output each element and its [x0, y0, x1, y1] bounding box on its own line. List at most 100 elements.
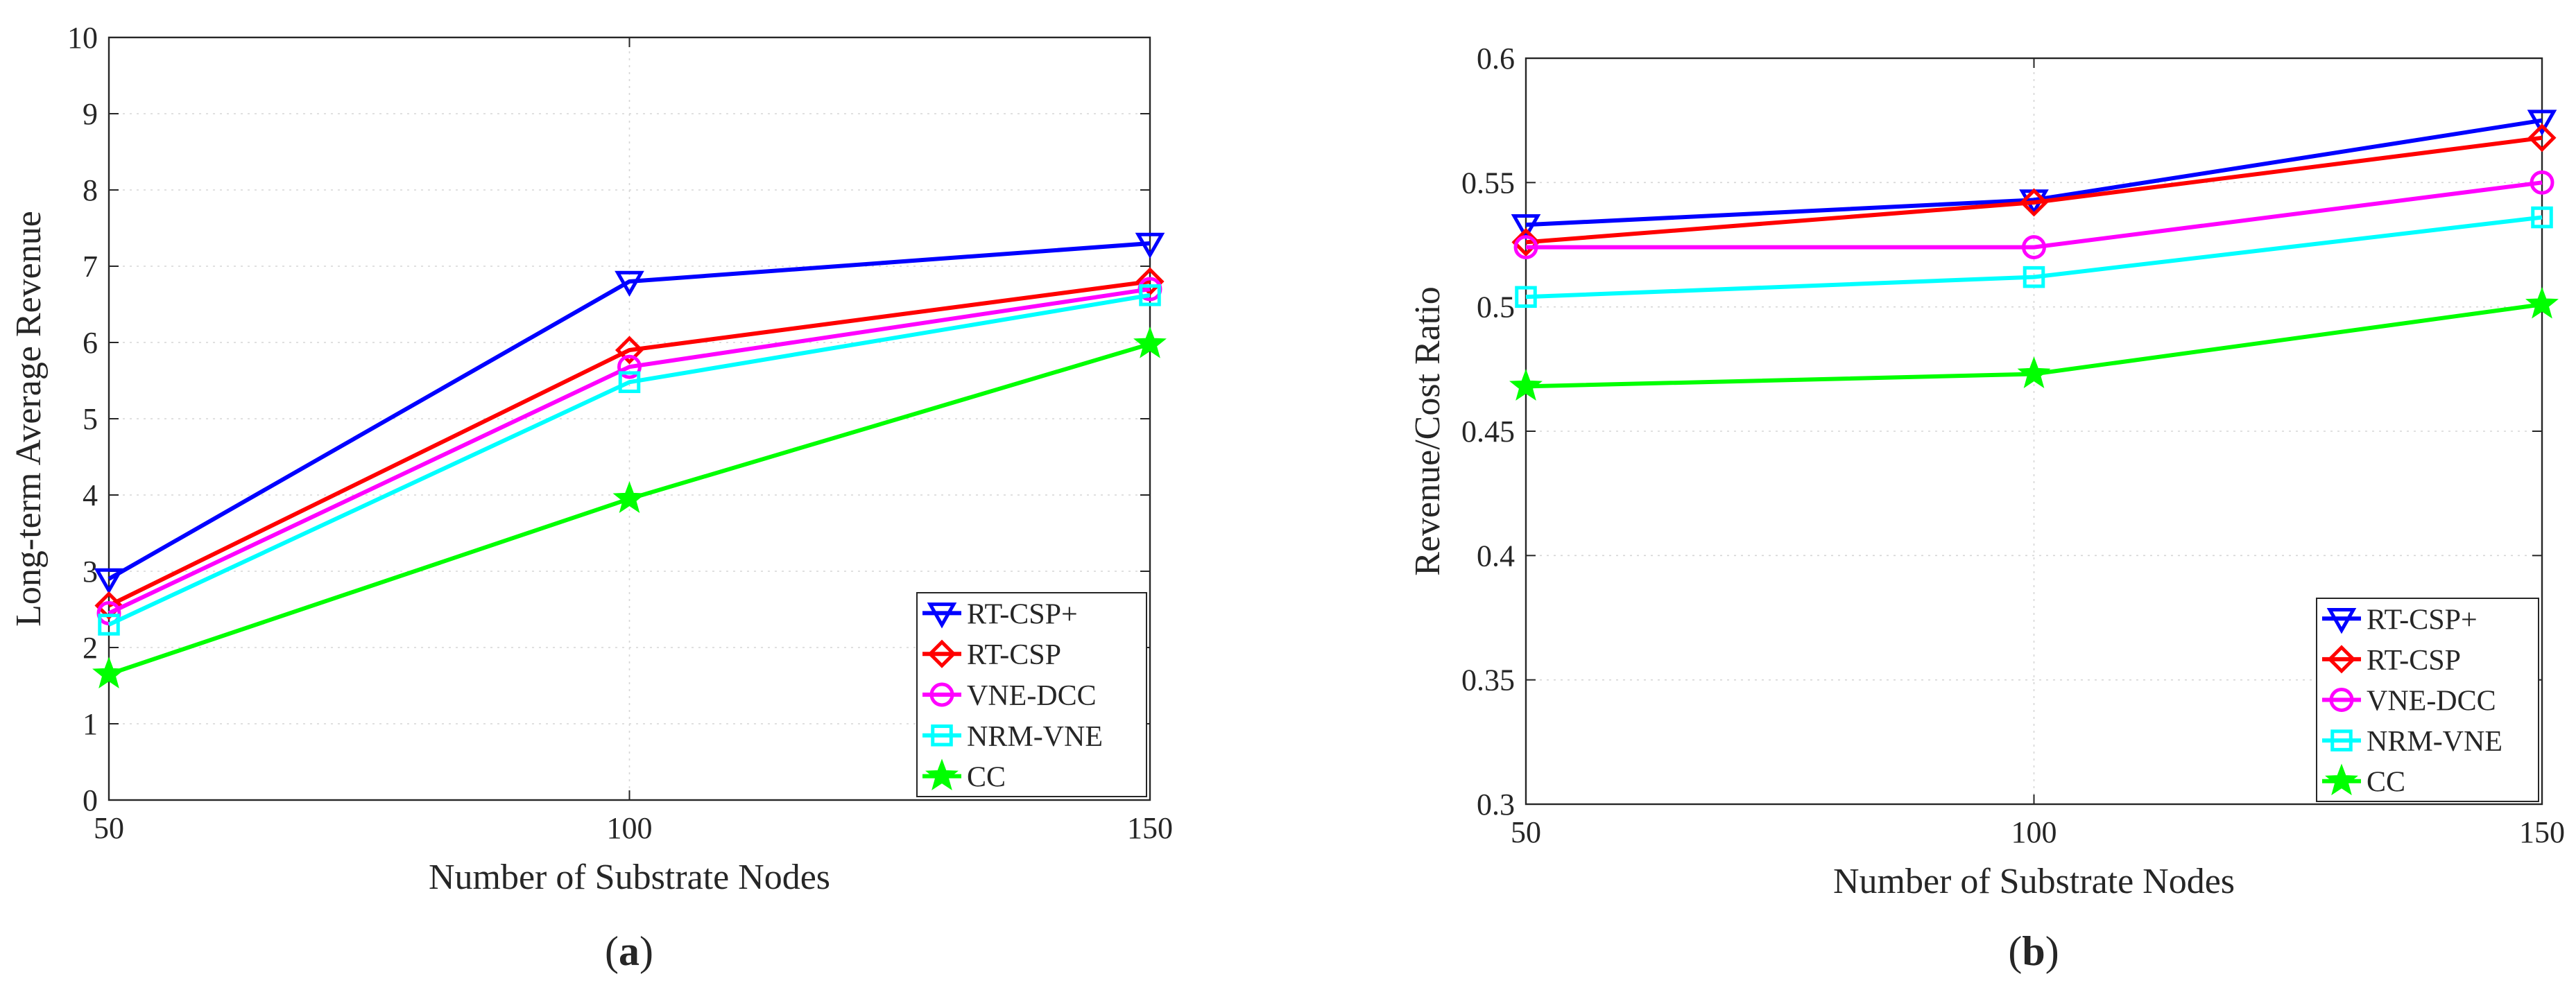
y-tick-label: 0.35 — [1461, 663, 1515, 697]
data-point — [2019, 188, 2049, 217]
caption-letter: a — [619, 928, 639, 974]
legend-label: CC — [967, 762, 1006, 794]
legend-label: VNE-DCC — [2367, 686, 2496, 718]
legend: RT-CSP+ RT-CSP VNE-DCC NRM-VNE CC — [2316, 598, 2539, 802]
caption-paren-close: ) — [2045, 928, 2059, 974]
figure-caption: (b) — [2008, 928, 2059, 974]
legend-label: NRM-VNE — [2367, 726, 2502, 758]
caption-paren-open: ( — [605, 928, 619, 974]
x-tick-label: 100 — [2011, 815, 2057, 849]
data-point — [1513, 235, 1538, 260]
series-line — [108, 279, 1151, 608]
legend-label: CC — [2367, 767, 2405, 799]
series-NRM-VNE — [98, 284, 1161, 636]
y-axis-label: Revenue/Cost Ratio — [1408, 286, 1448, 575]
data-point — [94, 568, 124, 595]
legend-label: RT-CSP — [967, 639, 1061, 671]
legend: RT-CSP+ RT-CSP VNE-DCC NRM-VNE CC — [916, 592, 1147, 797]
data-point — [2527, 123, 2557, 153]
data-point — [615, 270, 644, 297]
data-point — [2530, 170, 2554, 195]
legend-marker — [2329, 688, 2354, 712]
data-point — [617, 354, 642, 379]
series-line — [1525, 135, 2543, 245]
data-point — [1133, 326, 1167, 358]
series-RT-CSP+ — [94, 232, 1165, 595]
y-tick-label: 1 — [83, 707, 98, 741]
caption-paren-open: ( — [2008, 928, 2022, 974]
data-point — [618, 371, 641, 393]
legend-marker — [2326, 608, 2357, 634]
y-tick-label: 2 — [83, 631, 98, 665]
data-point — [1135, 232, 1165, 259]
y-tick-label: 0.5 — [1477, 290, 1515, 324]
y-tick-label: 7 — [83, 250, 98, 284]
data-point — [615, 336, 644, 365]
legend-label: NRM-VNE — [967, 721, 1103, 753]
series-CC — [92, 326, 1167, 688]
data-point — [98, 614, 120, 636]
x-tick-label: 50 — [94, 811, 124, 845]
series-NRM-VNE — [1515, 206, 2553, 309]
series-VNE-DCC — [1513, 170, 2554, 260]
data-point — [2525, 286, 2559, 319]
legend-marker — [2330, 729, 2353, 752]
data-point — [2023, 266, 2045, 288]
legend-marker — [927, 602, 957, 629]
y-tick-label: 0.4 — [1477, 539, 1515, 573]
legend-label: RT-CSP+ — [967, 598, 1078, 630]
data-point — [1509, 369, 1543, 401]
y-tick-label: 10 — [67, 21, 98, 55]
data-point — [1515, 286, 1537, 309]
y-tick-label: 8 — [83, 173, 98, 207]
chart-a: 0 1 2 3 4 5 6 7 8 9 10 50 100 150 Number of Substrate … — [9, 21, 1173, 974]
data-point — [1511, 214, 1541, 241]
y-tick-label: 6 — [83, 326, 98, 360]
series-line — [108, 287, 1151, 616]
data-point — [2017, 356, 2051, 388]
legend-marker — [927, 639, 956, 668]
series-line — [108, 293, 1151, 627]
series-line — [1525, 215, 2543, 299]
y-tick-label: 9 — [83, 97, 98, 131]
series-RT-CSP — [94, 267, 1165, 620]
legend-marker — [931, 724, 953, 747]
y-tick-label: 0.45 — [1461, 415, 1515, 449]
series-CC — [1509, 286, 2559, 401]
data-point — [2527, 110, 2557, 136]
x-tick-label: 150 — [1127, 811, 1173, 845]
legend-label: RT-CSP — [2367, 645, 2461, 677]
data-point — [612, 481, 646, 513]
figure-caption: (a) — [605, 928, 653, 974]
data-point — [92, 657, 126, 688]
x-tick-label: 100 — [607, 811, 653, 845]
x-tick-label: 150 — [2519, 815, 2565, 849]
y-tick-label: 0.3 — [1477, 788, 1515, 822]
caption-paren-close: ) — [639, 928, 653, 974]
series-line — [1526, 180, 2543, 250]
y-tick-label: 0 — [83, 783, 98, 817]
data-point — [2022, 235, 2046, 260]
data-point — [1135, 267, 1165, 296]
x-tick-label: 50 — [1511, 815, 1541, 849]
legend-marker — [925, 758, 959, 791]
chart-b: 0.3 0.35 0.4 0.45 0.5 0.55 0.6 50 100 150 Number o… — [1408, 42, 2565, 974]
legend-marker — [2327, 645, 2356, 674]
series-line — [108, 241, 1151, 581]
y-axis-label: Long-term Average Revenue — [9, 211, 49, 627]
x-axis-label: Number of Substrate Nodes — [1833, 862, 2235, 901]
data-point — [94, 591, 123, 620]
legend-label: VNE-DCC — [967, 680, 1097, 712]
data-point — [2531, 206, 2553, 229]
y-tick-label: 3 — [83, 555, 98, 589]
legend-marker — [2325, 763, 2358, 796]
legend-label: RT-CSP+ — [2367, 604, 2478, 636]
series-line — [1525, 118, 2543, 227]
data-point — [1139, 284, 1161, 306]
legend-marker — [929, 682, 954, 707]
x-axis-label: Number of Substrate Nodes — [429, 858, 830, 897]
y-tick-label: 4 — [83, 478, 98, 512]
caption-letter: b — [2022, 928, 2045, 974]
y-tick-label: 0.55 — [1461, 166, 1515, 200]
